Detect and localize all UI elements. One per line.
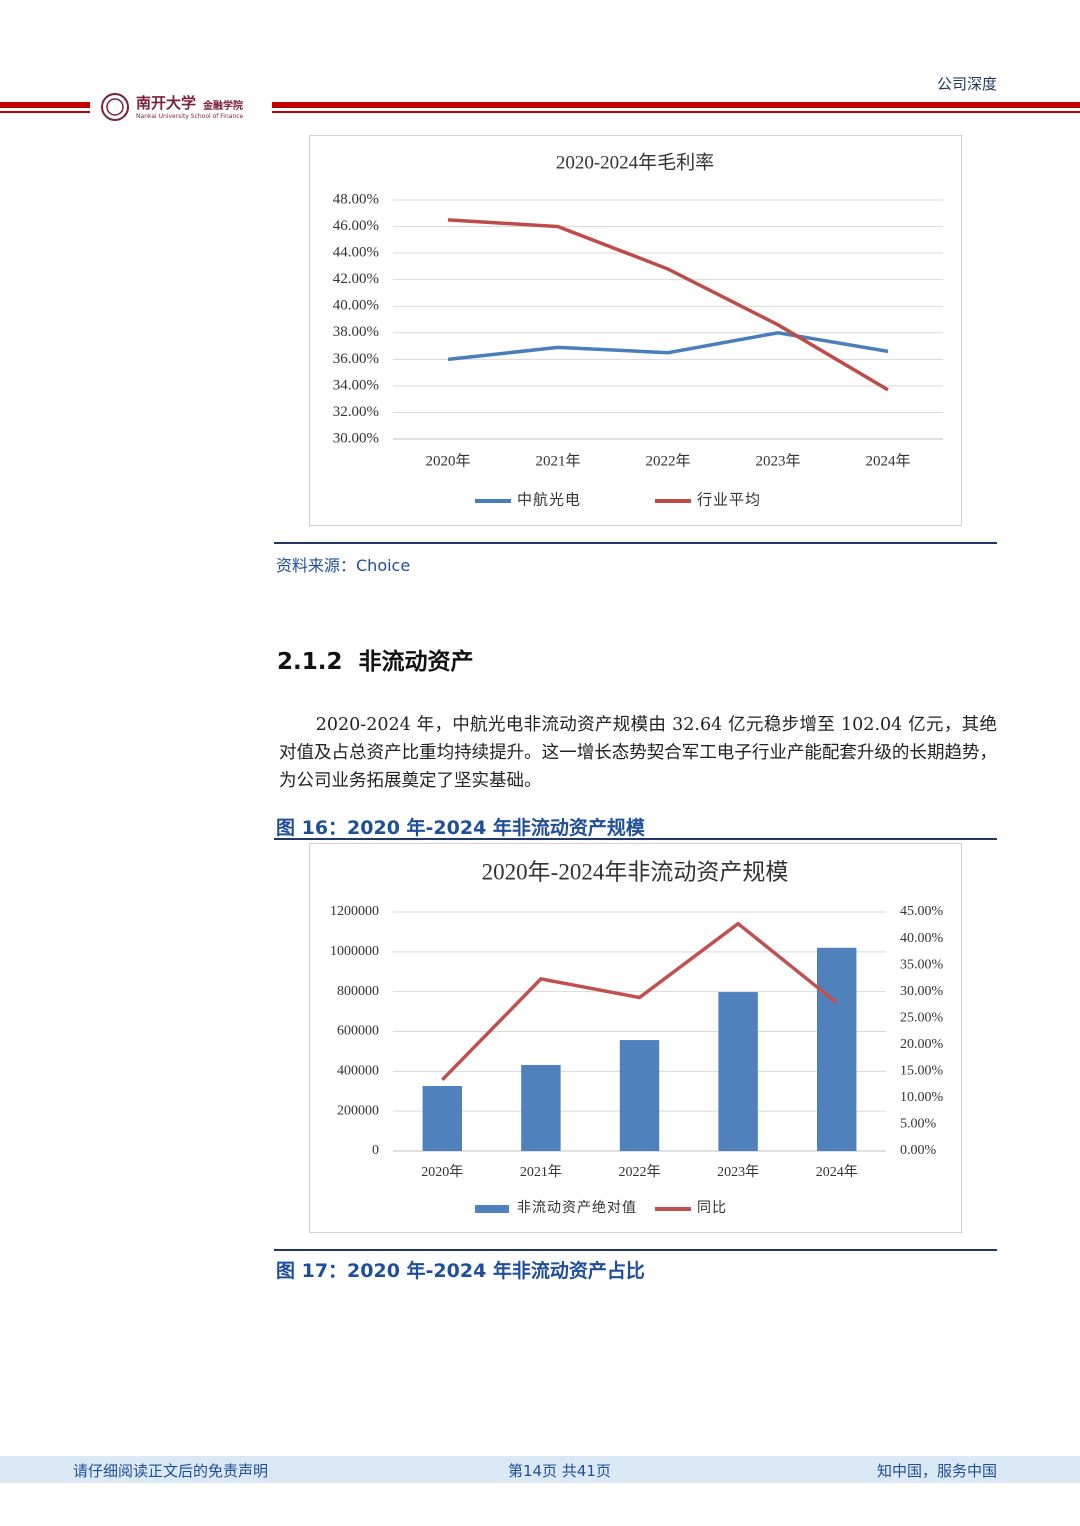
x-tick-label: 2020年 [425,452,470,469]
y-tick-label: 46.00% [333,218,379,234]
y-tick-label: 10.00% [900,1090,944,1105]
x-tick-label: 2023年 [717,1164,759,1180]
y-tick-label: 42.00% [333,271,379,287]
x-tick-label: 2021年 [535,452,580,469]
chart-title: 2020年-2024年非流动资产规模 [482,859,789,884]
legend-label: 非流动资产绝对值 [517,1200,637,1216]
x-tick-label: 2023年 [755,452,800,469]
y-tick-label: 34.00% [333,377,379,393]
y-tick-label: 32.00% [333,404,379,420]
x-tick-label: 2022年 [619,1164,661,1180]
logo-dept: 金融学院 [203,101,243,112]
legend-label: 同比 [697,1200,727,1216]
rule [274,1249,997,1251]
x-tick-label: 2024年 [865,452,910,469]
logo-cn: 南开大学 [136,94,197,112]
y-tick-label: 38.00% [333,324,379,340]
source: 资料来源：Choice [276,556,411,575]
line [447,218,889,392]
y-tick-label: 200000 [337,1103,379,1118]
section-heading: 2.1.2 非流动资产 [277,649,474,675]
y-tick-label: 40.00% [333,298,379,314]
bar [718,992,758,1151]
y-tick-label: 20.00% [900,1037,944,1052]
rule [274,542,997,544]
header-bar-right [272,102,1080,108]
figure-caption: 图 17：2020 年-2024 年非流动资产占比 [276,1260,645,1282]
chart-frame: 2020年-2024年非流动资产规模 0 200000 400000 600000 800… [309,843,962,1233]
y-tick-label: 35.00% [900,957,944,972]
logo-emblem [101,93,129,121]
y-tick-label: 800000 [337,984,379,999]
x-tick-label: 2024年 [816,1164,858,1180]
y-tick-label: 45.00% [900,904,944,919]
y-tick-label: 36.00% [333,351,379,367]
y-tick-label: 40.00% [900,931,944,946]
bar [422,1085,463,1151]
chart: 2020年-2024年非流动资产规模 0 200000 400000 600000 800… [330,859,944,1216]
logo-en: Nankai University School of Finance [136,113,244,120]
footer-center: 第14页 共41页 [508,1462,611,1480]
bar [521,1064,561,1151]
footer-left: 请仔细阅读正文后的免责声明 [73,1462,269,1480]
header-bar-left-thin [0,111,90,113]
bar [816,947,857,1151]
y-tick-label: 44.00% [333,245,379,261]
paragraph: 2020-2024 年，中航光电非流动资产规模由 32.64 亿元稳步增至 10… [279,715,997,791]
y-tick-label: 400000 [337,1064,379,1079]
line [447,331,889,362]
y-tick-label: 1000000 [330,944,379,959]
chart: 2020-2024年毛利率 30.00% 32.00% 34.00% 36.00% 38.… [333,151,943,508]
footer-band [0,1456,1080,1483]
y-tick-label: 30.00% [900,984,944,999]
y-tick-label: 30.00% [333,430,379,446]
chart-title: 2020-2024年毛利率 [556,151,714,173]
y-tick-label: 0.00% [900,1143,937,1158]
line [441,921,838,1082]
legend-swatch [475,1205,509,1213]
x-tick-label: 2021年 [520,1164,562,1180]
footer-right: 知中国，服务中国 [876,1462,997,1480]
legend-label: 中航光电 [517,491,581,508]
y-tick-label: 48.00% [333,191,379,207]
header-section: 公司深度 [936,75,997,93]
y-tick-label: 0 [372,1143,379,1158]
y-tick-label: 600000 [337,1024,379,1039]
figure-caption: 图 16：2020 年-2024 年非流动资产规模 [276,817,645,839]
header-bar-right-thin [272,111,1080,113]
header-bar-left [0,102,90,108]
y-tick-label: 15.00% [900,1064,944,1079]
y-tick-label: 25.00% [900,1010,944,1025]
legend-label: 行业平均 [697,491,761,508]
y-tick-label: 5.00% [900,1117,937,1132]
rule [274,838,997,840]
x-tick-label: 2020年 [421,1164,463,1180]
bar [619,1040,660,1151]
x-tick-label: 2022年 [645,452,690,469]
chart-frame: 2020-2024年毛利率 30.00% 32.00% 34.00% 36.00% 38.… [309,135,962,526]
y-tick-label: 1200000 [330,904,379,919]
